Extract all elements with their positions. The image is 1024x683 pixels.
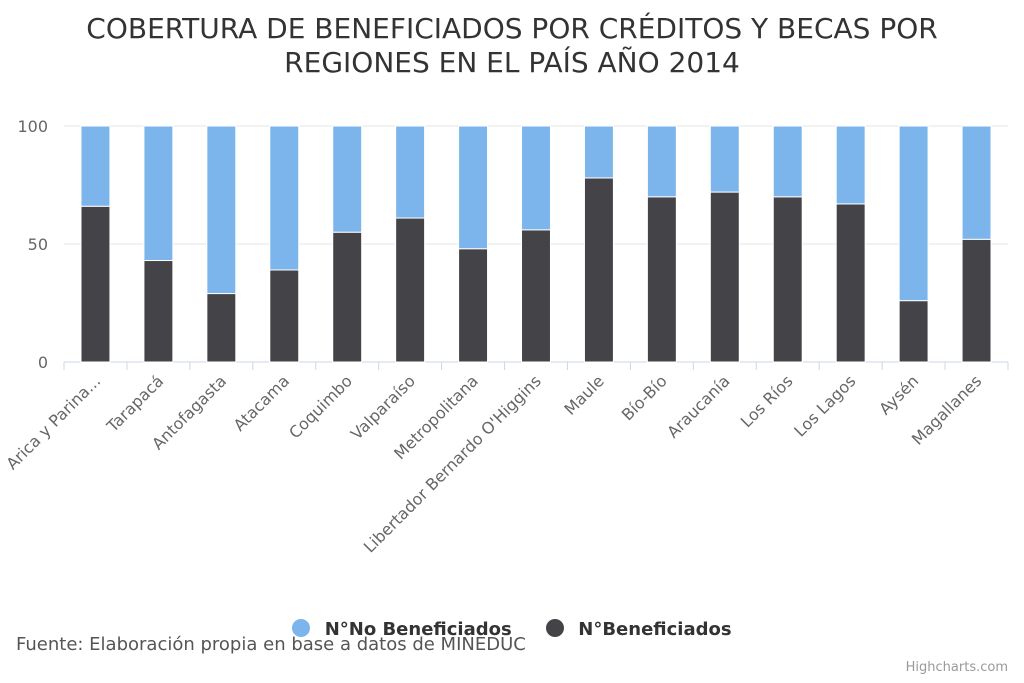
x-tick-label: Los Ríos xyxy=(737,371,797,431)
bar-no-beneficiados[interactable] xyxy=(835,125,866,205)
chart-title-line-2: REGIONES EN EL PAÍS AÑO 2014 xyxy=(284,46,740,79)
bar-no-beneficiados[interactable] xyxy=(646,125,677,198)
y-tick-label: 0 xyxy=(38,353,48,372)
bar-no-beneficiados[interactable] xyxy=(395,125,426,219)
bar-no-beneficiados[interactable] xyxy=(521,125,551,231)
bar-no-beneficiados[interactable] xyxy=(458,125,489,250)
legend-label-beneficiados: N°Beneficiados xyxy=(578,618,732,640)
bar-beneficiados[interactable] xyxy=(80,205,111,363)
bar-no-beneficiados[interactable] xyxy=(583,125,614,179)
bar-beneficiados[interactable] xyxy=(395,217,426,363)
bar-beneficiados[interactable] xyxy=(646,196,677,363)
x-tick-label: Maule xyxy=(560,371,607,418)
x-tick-label: Tarapacá xyxy=(102,371,167,436)
legend-label-no-beneficiados: N°No Beneficiados xyxy=(324,618,512,640)
chart-title: COBERTURA DE BENEFICIADOS POR CRÉDITOS Y… xyxy=(0,12,1024,80)
y-tick-label: 100 xyxy=(17,117,48,136)
bar-no-beneficiados[interactable] xyxy=(143,125,174,262)
credits-link[interactable]: Highcharts.com xyxy=(905,660,1008,675)
bar-no-beneficiados[interactable] xyxy=(898,125,929,302)
bar-beneficiados[interactable] xyxy=(458,248,489,363)
x-tick-label: Araucanía xyxy=(663,371,733,441)
bar-beneficiados[interactable] xyxy=(332,231,363,363)
bar-beneficiados[interactable] xyxy=(961,238,992,363)
bar-beneficiados[interactable] xyxy=(143,260,174,363)
bar-beneficiados[interactable] xyxy=(206,293,237,363)
x-tick-label: Bío-Bío xyxy=(618,371,671,424)
bar-beneficiados[interactable] xyxy=(521,229,551,363)
bar-no-beneficiados[interactable] xyxy=(961,125,992,240)
bar-beneficiados[interactable] xyxy=(583,177,614,363)
legend-marker-no-beneficiados xyxy=(292,618,311,637)
bar-no-beneficiados[interactable] xyxy=(709,125,740,193)
legend-item-no-beneficiados[interactable]: N°No Beneficiados xyxy=(292,618,512,640)
bar-beneficiados[interactable] xyxy=(709,191,740,363)
legend: N°No Beneficiados N°Beneficiados xyxy=(0,618,1024,640)
bar-no-beneficiados[interactable] xyxy=(772,125,803,198)
x-tick-label: Arica y Parina... xyxy=(2,371,104,473)
bar-no-beneficiados[interactable] xyxy=(269,125,300,271)
x-tick-label: Los Lagos xyxy=(790,371,859,440)
bar-beneficiados[interactable] xyxy=(835,203,866,363)
bar-no-beneficiados[interactable] xyxy=(80,125,111,207)
chart-title-line-1: COBERTURA DE BENEFICIADOS POR CRÉDITOS Y… xyxy=(86,12,938,45)
bar-beneficiados[interactable] xyxy=(269,269,300,363)
legend-item-beneficiados[interactable]: N°Beneficiados xyxy=(545,618,732,640)
bar-no-beneficiados[interactable] xyxy=(206,125,237,295)
x-tick-label: Atacama xyxy=(230,371,293,434)
x-tick-label: Coquimbo xyxy=(285,371,356,442)
x-tick-label: Aysén xyxy=(875,371,922,418)
bar-no-beneficiados[interactable] xyxy=(332,125,363,233)
bar-beneficiados[interactable] xyxy=(898,300,929,363)
legend-marker-beneficiados xyxy=(545,618,564,637)
bar-beneficiados[interactable] xyxy=(772,196,803,363)
y-tick-label: 50 xyxy=(28,235,48,254)
source-note: Fuente: Elaboración propia en base a dat… xyxy=(16,634,526,655)
